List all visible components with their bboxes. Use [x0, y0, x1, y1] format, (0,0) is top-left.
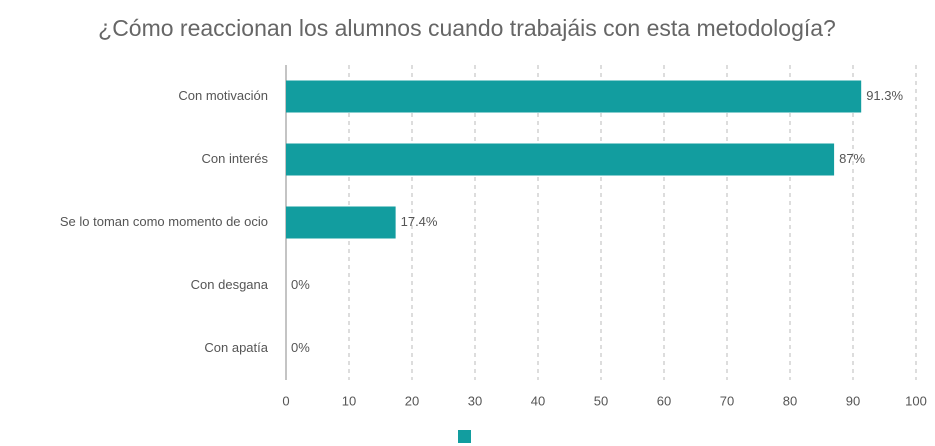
x-tick-label: 20 [405, 393, 419, 408]
data-label: 87% [839, 151, 865, 166]
chart-title: ¿Cómo reaccionan los alumnos cuando trab… [98, 15, 836, 41]
y-tick-label: Con apatía [204, 340, 268, 355]
y-tick-label: Con interés [202, 151, 269, 166]
x-tick-label: 90 [846, 393, 860, 408]
x-tick-label: 40 [531, 393, 545, 408]
y-tick-label: Con desgana [191, 277, 269, 292]
data-label: 0% [291, 277, 310, 292]
x-tick-label: 80 [783, 393, 797, 408]
legend-swatch [458, 430, 471, 443]
data-label: 0% [291, 340, 310, 355]
x-tick-label: 60 [657, 393, 671, 408]
x-tick-label: 100 [905, 393, 927, 408]
x-tick-label: 70 [720, 393, 734, 408]
x-tick-label: 0 [282, 393, 289, 408]
bar [286, 143, 835, 176]
bar [286, 80, 862, 113]
y-tick-label: Con motivación [178, 88, 268, 103]
x-tick-label: 30 [468, 393, 482, 408]
data-label: 17.4% [401, 214, 438, 229]
data-label: 91.3% [866, 88, 903, 103]
x-tick-label: 10 [342, 393, 356, 408]
x-tick-label: 50 [594, 393, 608, 408]
y-tick-label: Se lo toman como momento de ocio [60, 214, 268, 229]
bar [286, 206, 396, 239]
